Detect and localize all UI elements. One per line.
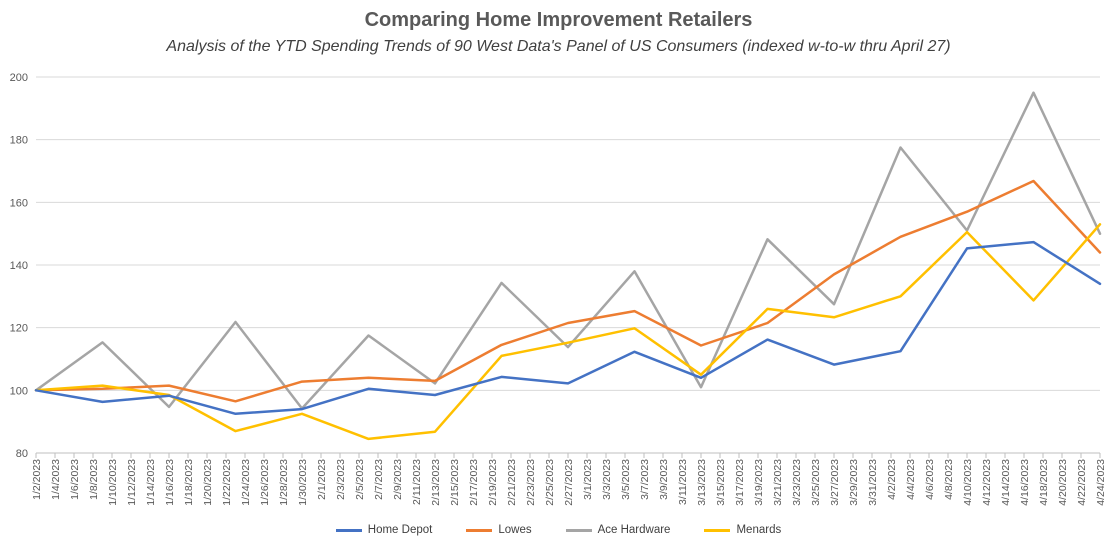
x-tick-label: 1/10/2023 bbox=[107, 459, 119, 506]
legend-swatch bbox=[466, 528, 493, 532]
x-tick-label: 4/24/2023 bbox=[1095, 459, 1107, 506]
x-tick-label: 1/26/2023 bbox=[259, 459, 271, 506]
x-tick-label: 2/3/2023 bbox=[335, 459, 347, 500]
y-tick-label: 200 bbox=[10, 72, 28, 84]
x-tick-label: 4/4/2023 bbox=[905, 459, 917, 500]
x-tick-label: 4/2/2023 bbox=[886, 459, 898, 500]
x-tick-label: 3/21/2023 bbox=[772, 459, 784, 506]
legend-swatch bbox=[704, 528, 731, 532]
x-tick-label: 3/31/2023 bbox=[867, 459, 879, 506]
line-chart: 80 100 120 140 160 180 200 1/2/2023 1/4/2023 1/6/… bbox=[10, 72, 1107, 506]
x-tick-label: 2/13/2023 bbox=[430, 459, 442, 506]
x-tick-label: 4/14/2023 bbox=[1000, 459, 1012, 506]
y-tick-label: 160 bbox=[10, 197, 28, 209]
legend-label: Lowes bbox=[498, 524, 532, 536]
x-tick-label: 1/2/2023 bbox=[31, 459, 43, 500]
chart-subtitle: Analysis of the YTD Spending Trends of 9… bbox=[166, 38, 951, 55]
y-tick-label: 180 bbox=[10, 135, 28, 147]
x-tick-label: 3/15/2023 bbox=[715, 459, 727, 506]
x-tick-label: 4/10/2023 bbox=[962, 459, 974, 506]
series-line-ace-hardware bbox=[34, 91, 1102, 410]
x-tick-label: 4/16/2023 bbox=[1019, 459, 1031, 506]
x-tick-label: 1/16/2023 bbox=[164, 459, 176, 506]
x-tick-label: 4/18/2023 bbox=[1038, 459, 1050, 506]
x-tick-label: 2/15/2023 bbox=[449, 459, 461, 506]
x-tick-label: 1/20/2023 bbox=[202, 459, 214, 506]
x-tick-label: 3/1/2023 bbox=[582, 459, 594, 500]
x-tick-label: 1/24/2023 bbox=[240, 459, 252, 506]
y-tick-label: 100 bbox=[10, 385, 28, 397]
x-tick-label: 4/6/2023 bbox=[924, 459, 936, 500]
x-tick-label: 1/8/2023 bbox=[88, 459, 100, 500]
x-tick-label: 1/12/2023 bbox=[126, 459, 138, 506]
x-tick-label: 1/28/2023 bbox=[278, 459, 290, 506]
x-tick-label: 3/11/2023 bbox=[677, 459, 689, 505]
x-tick-label: 2/17/2023 bbox=[468, 459, 480, 506]
x-tick-label: 4/12/2023 bbox=[981, 459, 993, 506]
chart-title: Comparing Home Improvement Retailers bbox=[364, 9, 753, 31]
x-tick-label: 1/6/2023 bbox=[69, 459, 81, 500]
legend-item-ace-hardware: Ace Hardware bbox=[565, 524, 671, 536]
x-tick-label: 1/14/2023 bbox=[145, 459, 157, 506]
x-tick-label: 3/25/2023 bbox=[810, 459, 822, 506]
x-tick-label: 2/7/2023 bbox=[373, 459, 385, 500]
x-tick-label: 3/5/2023 bbox=[620, 459, 632, 500]
x-tick-label: 2/1/2023 bbox=[316, 459, 328, 500]
x-tick-label: 2/21/2023 bbox=[506, 459, 518, 506]
x-tick-label: 4/20/2023 bbox=[1057, 459, 1069, 506]
x-tick-label: 1/30/2023 bbox=[297, 459, 309, 506]
x-tick-label: 3/7/2023 bbox=[639, 459, 651, 500]
legend-item-home-depot: Home Depot bbox=[335, 524, 433, 536]
x-tick-label: 3/19/2023 bbox=[753, 459, 765, 506]
x-tick-label: 2/25/2023 bbox=[544, 459, 556, 506]
x-tick-label: 3/23/2023 bbox=[791, 459, 803, 506]
x-tick-label: 3/13/2023 bbox=[696, 459, 708, 506]
x-tick-label: 2/9/2023 bbox=[392, 459, 404, 500]
x-tick-label: 4/22/2023 bbox=[1076, 459, 1088, 506]
series-line-menards bbox=[34, 223, 1102, 441]
x-tick-label: 2/19/2023 bbox=[487, 459, 499, 506]
legend-label: Menards bbox=[736, 524, 782, 536]
y-tick-label: 120 bbox=[10, 323, 28, 335]
legend-label: Ace Hardware bbox=[597, 524, 671, 536]
x-tick-label: 3/9/2023 bbox=[658, 459, 670, 500]
y-tick-label: 80 bbox=[16, 448, 28, 460]
x-tick-label: 3/3/2023 bbox=[601, 459, 613, 500]
x-tick-label: 3/17/2023 bbox=[734, 459, 746, 506]
x-tick-label: 3/29/2023 bbox=[848, 459, 860, 506]
legend-label: Home Depot bbox=[367, 524, 433, 536]
series-line-home-depot bbox=[34, 240, 1102, 416]
chart-legend: Home Depot Lowes Ace Hardware Menards bbox=[0, 524, 1117, 536]
legend-item-lowes: Lowes bbox=[466, 524, 532, 536]
legend-item-menards: Menards bbox=[704, 524, 781, 536]
x-tick-label: 3/27/2023 bbox=[829, 459, 841, 506]
x-tick-label: 1/22/2023 bbox=[221, 459, 233, 506]
x-tick-label: 2/27/2023 bbox=[563, 459, 575, 506]
legend-swatch bbox=[335, 528, 362, 532]
x-tick-label: 2/5/2023 bbox=[354, 459, 366, 500]
x-tick-label: 1/4/2023 bbox=[50, 459, 62, 500]
series-line-lowes bbox=[34, 179, 1102, 403]
y-tick-label: 140 bbox=[10, 260, 28, 272]
x-tick-label: 4/8/2023 bbox=[943, 459, 955, 500]
legend-swatch bbox=[565, 528, 592, 532]
x-tick-label: 2/11/2023 bbox=[411, 459, 423, 505]
x-tick-label: 2/23/2023 bbox=[525, 459, 537, 506]
x-tick-label: 1/18/2023 bbox=[183, 459, 195, 506]
